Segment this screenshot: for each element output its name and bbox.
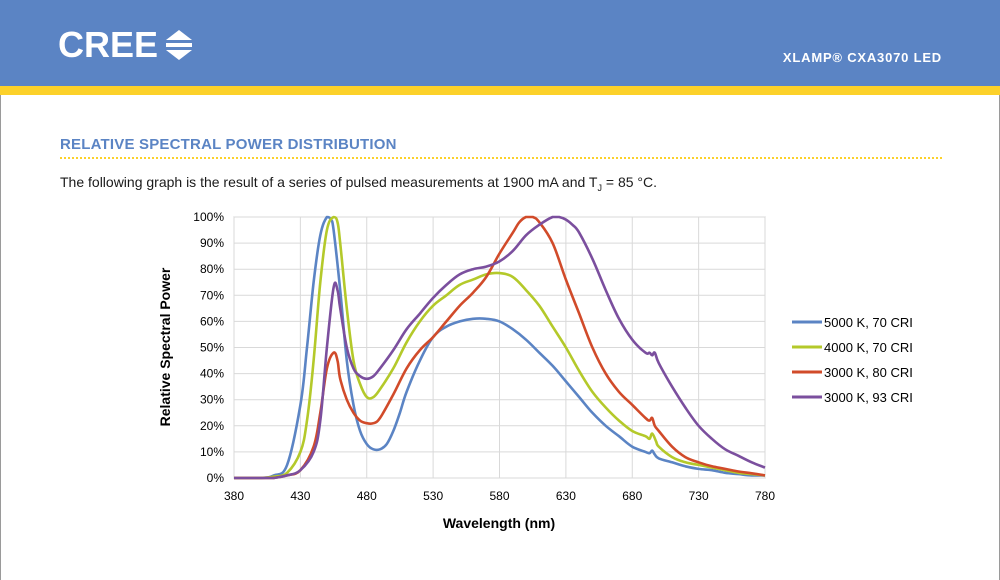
legend-label: 5000 K, 70 CRI xyxy=(824,315,913,330)
y-axis-label: Relative Spectral Power xyxy=(157,267,173,426)
series-line xyxy=(234,215,766,480)
logo-text: CREE xyxy=(58,24,159,65)
y-tick-label: 90% xyxy=(200,236,224,250)
header-stripe xyxy=(0,86,1000,95)
legend-label: 3000 K, 80 CRI xyxy=(824,365,913,380)
logo-mark-icon xyxy=(166,30,193,60)
series-line xyxy=(234,215,766,480)
section-description: The following graph is the result of a s… xyxy=(60,174,657,193)
legend-label: 4000 K, 70 CRI xyxy=(824,340,913,355)
y-tick-label: 100% xyxy=(193,210,224,224)
series-lines xyxy=(234,215,766,480)
section-title: RELATIVE SPECTRAL POWER DISTRIBUTION xyxy=(60,136,397,153)
y-tick-label: 10% xyxy=(200,445,224,459)
y-tick-label: 30% xyxy=(200,393,224,407)
x-tick-label: 630 xyxy=(556,489,576,503)
document-title: XLAMP® CXA3070 LED xyxy=(782,50,942,65)
y-tick-label: 0% xyxy=(207,471,225,485)
y-tick-label: 40% xyxy=(200,367,224,381)
x-tick-label: 580 xyxy=(489,489,509,503)
description-subscript: J xyxy=(597,182,602,193)
x-axis-label: Wavelength (nm) xyxy=(443,515,555,531)
cree-logo: CREE xyxy=(58,27,194,63)
x-tick-label: 530 xyxy=(423,489,443,503)
legend: 5000 K, 70 CRI 4000 K, 70 CRI 3000 K, 80 C… xyxy=(792,315,913,405)
description-text-end: = 85 °C. xyxy=(601,174,657,190)
series-line xyxy=(234,215,766,480)
x-tick-label: 730 xyxy=(689,489,709,503)
y-tick-label: 80% xyxy=(200,262,224,276)
y-tick-label: 20% xyxy=(200,419,224,433)
spectral-power-chart: 380 430 480 530 580 630 680 730 780 0% 10% 20% 30% 40… xyxy=(157,210,913,531)
series-line xyxy=(234,215,766,480)
description-text: The following graph is the result of a s… xyxy=(60,174,598,190)
legend-label: 3000 K, 93 CRI xyxy=(824,390,913,405)
section-divider xyxy=(60,157,942,159)
axis-ticks: 380 430 480 530 580 630 680 730 780 0% 10% 20% 30% 40… xyxy=(193,210,775,503)
x-tick-label: 780 xyxy=(755,489,775,503)
x-tick-label: 480 xyxy=(357,489,377,503)
x-tick-label: 380 xyxy=(224,489,244,503)
y-tick-label: 50% xyxy=(200,341,224,355)
x-tick-label: 680 xyxy=(622,489,642,503)
y-tick-label: 70% xyxy=(200,288,224,302)
x-tick-label: 430 xyxy=(290,489,310,503)
y-tick-label: 60% xyxy=(200,314,224,328)
